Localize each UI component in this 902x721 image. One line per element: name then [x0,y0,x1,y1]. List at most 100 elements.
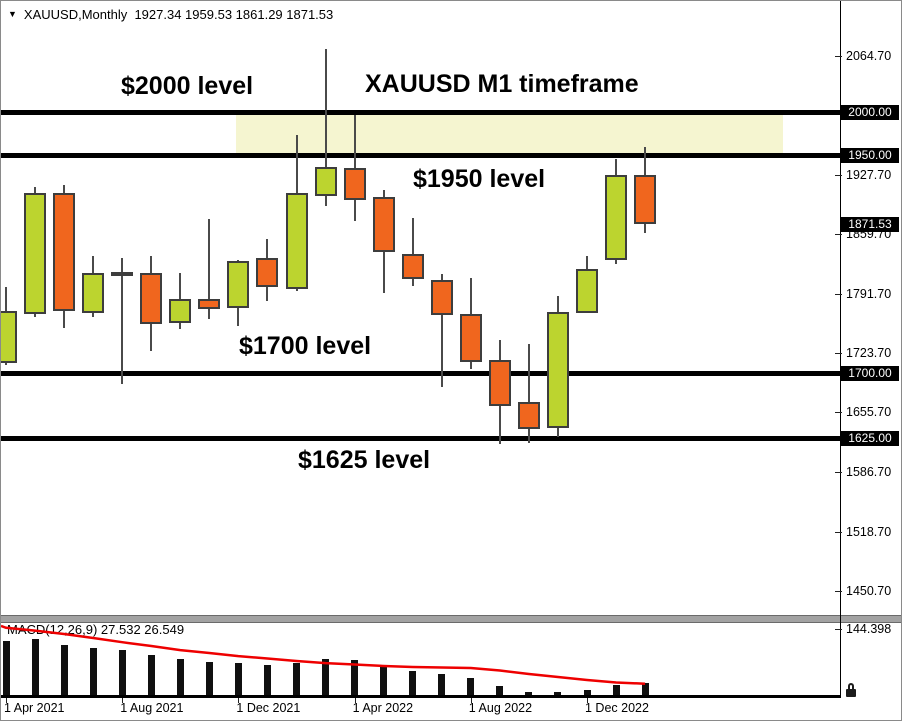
level-line-1950.00 [1,153,840,159]
price-tick-mark [835,55,842,57]
lock-body [846,689,856,697]
macd-histogram-bar [554,692,562,696]
time-tick-label: 1 Dec 2021 [236,701,301,715]
macd-histogram-bar [525,692,533,696]
macd-histogram-bar [467,677,475,696]
candle-dec-2021 [227,261,250,309]
macd-histogram-bar [176,658,184,696]
candle-feb-2023 [634,175,657,224]
price-tick-label: 1586.70 [846,465,892,480]
candle-jun-2022 [401,254,424,280]
price-tick-mark [835,412,842,414]
candle-jul-2021 [82,273,105,313]
level-line-1625.00 [1,436,840,442]
candle-nov-2021 [198,298,221,310]
candle-feb-2022 [285,193,308,289]
macd-histogram-bar [496,686,504,696]
macd-histogram-bar [583,689,591,696]
candle-wick [121,257,124,384]
candle-jul-2022 [430,280,453,316]
macd-histogram-bar [118,650,126,696]
candle-dec-2022 [576,268,598,313]
time-tick-label: 1 Dec 2022 [585,701,649,715]
macd-histogram-bar [438,674,446,696]
macd-histogram-bar [263,664,271,696]
candle-jan-2022 [256,258,279,288]
candle-mar-2022 [314,166,337,196]
price-tick-label: 1518.70 [846,524,892,539]
price-level-badge: 2000.00 [841,104,899,120]
macd-scale-tick-label: 144.398 [846,621,892,636]
candle-aug-2022 [459,314,482,363]
macd-histogram-bar [2,641,10,696]
macd-histogram-bar [60,644,68,696]
label-1625-level: $1625 level [298,446,431,474]
candle-oct-2021 [169,298,192,323]
price-level-badge: 1625.00 [841,431,899,447]
label-1700-level: $1700 level [239,332,372,360]
candle-wick [527,343,530,444]
time-tick-label: 1 Aug 2022 [468,701,533,715]
candle-aug-2021 [111,271,134,276]
time-tick-label: 1 Apr 2022 [352,701,414,715]
time-tick-mark [238,698,240,703]
macd-histogram-bar [380,666,388,696]
candle-apr-2021 [1,310,17,364]
candle-wick [440,274,443,387]
macd-histogram-bar [147,655,155,696]
time-tick-mark [6,698,7,703]
candle-nov-2022 [546,311,569,428]
candle-sep-2021 [140,273,163,324]
macd-histogram-bar [205,662,213,696]
price-tick-label: 2064.70 [846,48,892,63]
price-tick-label: 1450.70 [846,583,892,598]
time-tick-mark [122,698,124,703]
time-axis-line [1,695,840,698]
macd-histogram-bar [351,660,359,696]
price-tick-mark [835,472,842,474]
macd-histogram-bar [89,648,97,696]
candle-oct-2022 [517,402,540,430]
level-line-1700.00 [1,371,840,377]
price-tick-mark [835,293,842,295]
candle-may-2021 [24,193,47,315]
label-chart-caption: XAUUSD M1 timeframe [365,70,639,98]
macd-histogram-bar [612,685,620,696]
current-price-badge: 1871.53 [841,216,899,232]
highlight-zone [236,115,783,153]
price-tick-label: 1791.70 [846,286,892,301]
time-tick-label: 1 Apr 2021 [4,701,65,715]
macd-histogram-bar [409,670,417,696]
time-scale-lock-icon[interactable] [844,683,858,697]
price-tick-mark [835,590,842,592]
candle-jan-2023 [605,174,628,261]
price-tick-label: 1655.70 [846,405,892,420]
lock-shackle [848,683,854,689]
price-level-badge: 1950.00 [841,148,899,164]
candle-wick [324,49,327,207]
price-tick-label: 1927.70 [846,168,892,183]
macd-histogram-bar [293,663,300,696]
candle-apr-2022 [343,167,366,201]
macd-histogram-bar [31,638,39,696]
price-tick-mark [835,352,842,354]
candle-wick [411,218,414,287]
price-level-badge: 1700.00 [841,366,899,382]
price-tick-mark [835,234,842,236]
price-tick-mark [835,531,842,533]
price-tick-label: 1723.70 [846,345,892,360]
candle-jun-2021 [53,193,76,311]
chart-title-bar: ▼ XAUUSD,Monthly 1927.34 1959.53 1861.29… [8,7,333,22]
time-tick-label: 1 Aug 2021 [120,701,184,715]
macd-indicator-label: MACD(12,26,9) 27.532 26.549 [7,622,185,637]
candle-wick [208,219,211,319]
time-tick-mark [587,698,588,703]
ohlc-dropdown-icon[interactable]: ▼ [8,9,17,19]
time-tick-mark [470,698,472,703]
symbol-ohlc-title: XAUUSD,Monthly 1927.34 1959.53 1861.29 1… [23,7,334,22]
panel-separator[interactable] [1,615,901,623]
label-1950-level: $1950 level [413,165,546,193]
price-tick-mark [835,175,842,177]
macd-histogram-bar [322,658,330,696]
